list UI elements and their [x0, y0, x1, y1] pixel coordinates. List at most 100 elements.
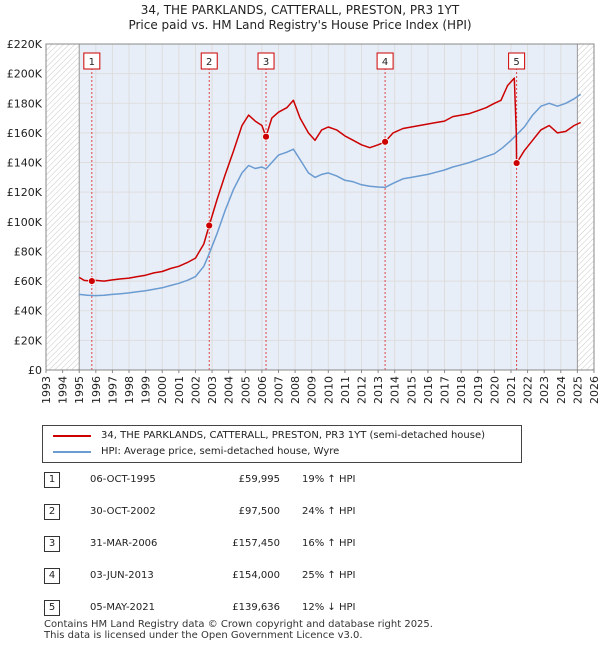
- sale-point: [262, 132, 270, 141]
- table-row: 3 31-MAR-2006 £157,450 16% ↑ HPI: [44, 536, 444, 552]
- x-tick-label: 2012: [356, 376, 369, 404]
- x-tick-label: 2000: [156, 376, 169, 404]
- x-tick-label: 1999: [140, 376, 153, 404]
- sale-date: 31-MAR-2006: [90, 538, 158, 549]
- plot-frame: [45, 43, 595, 371]
- x-tick-label: 2005: [239, 376, 252, 404]
- sale-hpi-diff: 16% ↑ HPI: [302, 538, 356, 549]
- sale-price: £59,995: [238, 474, 280, 485]
- y-tick-label: £200K: [7, 68, 43, 81]
- x-tick-label: 2002: [189, 376, 202, 404]
- x-tick-label: 2004: [223, 376, 236, 404]
- hpi-line: [79, 93, 582, 297]
- x-tick-label: 2003: [206, 376, 219, 404]
- x-tick-label: 2024: [555, 376, 568, 404]
- x-tick-label: 2006: [256, 376, 269, 404]
- legend-swatch-hpi: [53, 451, 91, 453]
- sale-date: 30-OCT-2002: [90, 506, 156, 517]
- x-tick-label: 2021: [505, 376, 518, 404]
- y-tick-label: £80K: [14, 245, 43, 258]
- sale-number-badge: 1: [44, 472, 60, 488]
- x-tick-label: 2026: [588, 376, 600, 404]
- property-price-line: [78, 77, 582, 282]
- legend-label-property: 34, THE PARKLANDS, CATTERALL, PRESTON, P…: [101, 430, 486, 441]
- x-tick-label: 2001: [173, 376, 186, 404]
- footer-attribution: Contains HM Land Registry data © Crown c…: [44, 619, 433, 641]
- x-tick-label: 2009: [306, 376, 319, 404]
- table-row: 4 03-JUN-2013 £154,000 25% ↑ HPI: [44, 568, 444, 584]
- sale-number-box: [257, 52, 275, 70]
- sale-price: £157,450: [232, 538, 280, 549]
- x-tick-label: 1997: [106, 376, 119, 404]
- x-tick-label: 2019: [472, 376, 485, 404]
- footer-license: This data is licensed under the Open Gov…: [44, 630, 363, 641]
- x-tick-label: 2015: [405, 376, 418, 404]
- sale-number-box: [508, 52, 526, 70]
- y-tick-label: £140K: [7, 157, 43, 170]
- x-tick-label: 1994: [57, 376, 70, 404]
- x-tick-label: 2018: [455, 376, 468, 404]
- x-tick-label: 1998: [123, 376, 136, 404]
- x-tick-label: 2013: [372, 376, 385, 404]
- x-tick-label: 2025: [571, 376, 584, 404]
- sale-hpi-diff: 19% ↑ HPI: [302, 474, 356, 485]
- sale-hpi-diff: 24% ↑ HPI: [302, 506, 356, 517]
- sale-point: [381, 137, 389, 146]
- x-tick-label: 2008: [289, 376, 302, 404]
- sale-number-label: 1: [89, 57, 95, 68]
- y-tick-label: £100K: [7, 216, 43, 229]
- sale-number-badge: 5: [44, 600, 60, 616]
- sale-number-label: 2: [206, 57, 212, 68]
- sale-number-label: 4: [382, 57, 388, 68]
- sale-number-label: 5: [513, 57, 519, 68]
- sale-number-box: [200, 52, 218, 70]
- chart-subtitle: Price paid vs. HM Land Registry's House …: [128, 18, 472, 32]
- y-tick-label: £180K: [7, 97, 43, 110]
- x-tick-label: 2016: [422, 376, 435, 404]
- sale-price: £154,000: [232, 570, 280, 581]
- sale-point: [205, 221, 214, 230]
- y-tick-label: £120K: [7, 186, 43, 199]
- table-row: 5 05-MAY-2021 £139,636 12% ↓ HPI: [44, 600, 444, 616]
- sale-number-box: [83, 52, 101, 70]
- sale-number-box: [376, 52, 394, 70]
- y-tick-label: £20K: [14, 334, 43, 347]
- sale-hpi-diff: 25% ↑ HPI: [302, 570, 356, 581]
- x-tick-label: 2014: [389, 376, 402, 404]
- hatched-region: [46, 44, 80, 370]
- sale-number-badge: 2: [44, 504, 60, 520]
- x-tick-label: 2020: [488, 376, 501, 404]
- legend-label-hpi: HPI: Average price, semi-detached house,…: [101, 446, 340, 457]
- sale-number-badge: 3: [44, 536, 60, 552]
- sale-number-label: 3: [263, 57, 269, 68]
- x-tick-label: 2023: [538, 376, 551, 404]
- x-tick-label: 2007: [272, 376, 285, 404]
- sale-date: 03-JUN-2013: [90, 570, 154, 581]
- chart-title: 34, THE PARKLANDS, CATTERALL, PRESTON, P…: [140, 3, 460, 17]
- table-row: 1 06-OCT-1995 £59,995 19% ↑ HPI: [44, 472, 444, 488]
- y-tick-label: £220K: [7, 38, 43, 51]
- sale-number-badge: 4: [44, 568, 60, 584]
- sale-price: £139,636: [232, 602, 280, 613]
- chart-legend: 34, THE PARKLANDS, CATTERALL, PRESTON, P…: [42, 425, 522, 463]
- x-tick-label: 2010: [322, 376, 335, 404]
- hatched-region: [577, 44, 594, 370]
- y-tick-label: £40K: [14, 305, 43, 318]
- sale-date: 05-MAY-2021: [90, 602, 156, 613]
- sale-date: 06-OCT-1995: [90, 474, 156, 485]
- y-tick-label: £0: [28, 364, 42, 377]
- price-chart: 1 2 3 4 5 £0 £20K £40K £60K £80K £100K £120K £140K £…: [7, 38, 600, 404]
- y-tick-label: £160K: [7, 127, 43, 140]
- x-tick-label: 1993: [40, 376, 53, 404]
- x-tick-label: 2011: [339, 376, 352, 404]
- table-row: 2 30-OCT-2002 £97,500 24% ↑ HPI: [44, 504, 444, 520]
- footer-copyright: Contains HM Land Registry data © Crown c…: [44, 619, 433, 630]
- sale-point: [87, 277, 96, 285]
- sale-point: [512, 159, 521, 167]
- y-tick-label: £60K: [14, 275, 43, 288]
- x-tick-label: 1995: [73, 376, 86, 404]
- x-tick-label: 2017: [439, 376, 452, 404]
- x-tick-label: 1996: [90, 376, 103, 404]
- x-tick-label: 2022: [522, 376, 535, 404]
- sale-price: £97,500: [238, 506, 280, 517]
